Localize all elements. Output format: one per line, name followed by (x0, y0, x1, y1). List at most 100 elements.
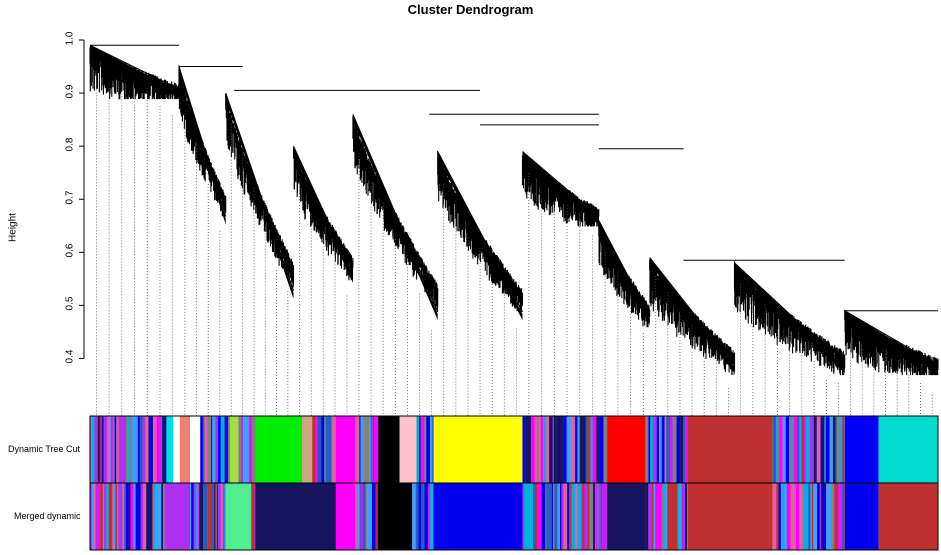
stripe (590, 416, 593, 483)
stripe (653, 483, 656, 550)
stripe (674, 483, 678, 550)
stripe (602, 483, 605, 550)
stripe (94, 416, 99, 483)
stripe (577, 416, 580, 483)
stripe (594, 483, 597, 550)
stripe (822, 483, 827, 550)
segment-0-20 (687, 416, 773, 483)
stripe (811, 483, 814, 550)
stripe (835, 416, 837, 483)
stripe (577, 483, 582, 550)
y-axis (79, 39, 85, 359)
stripe (808, 483, 811, 550)
stripe (198, 483, 200, 550)
branch-5 (437, 150, 524, 416)
stripe (150, 416, 154, 483)
stripe (525, 416, 528, 483)
stripe (329, 416, 332, 483)
stripe (842, 416, 845, 483)
stripe (817, 483, 820, 550)
stripe (802, 483, 805, 550)
stripe (331, 416, 333, 483)
stripe (543, 416, 547, 483)
stripe (535, 483, 538, 550)
stripe (652, 416, 657, 483)
stripe (664, 483, 667, 550)
stripe (117, 483, 119, 550)
segment-0-8 (255, 416, 302, 483)
stripe (582, 483, 585, 550)
stripe (162, 483, 165, 550)
segment-1-1 (164, 483, 191, 550)
stripe (148, 416, 151, 483)
stripe (108, 483, 110, 550)
segment-mixed-0-21 (772, 416, 845, 483)
branch-leaves-2 (225, 92, 295, 291)
branch-band-9 (734, 262, 845, 374)
stripe (122, 483, 125, 550)
stripe (122, 416, 127, 483)
stripe (97, 416, 101, 483)
stripe (106, 416, 110, 483)
stripe (99, 416, 103, 483)
stripe (214, 483, 216, 550)
y-tick-label-2: 0.6 (64, 243, 76, 258)
segment-1-17 (878, 483, 938, 550)
stripe (367, 483, 370, 550)
stripe (199, 483, 204, 550)
stripe (552, 483, 555, 550)
stripe (133, 483, 136, 550)
stripe (666, 416, 671, 483)
segment-0-18 (607, 416, 646, 483)
stripe (782, 483, 785, 550)
branch-leaves-1 (178, 65, 227, 219)
stripe (650, 416, 654, 483)
stripe (670, 483, 675, 550)
stripe (680, 416, 684, 483)
stripe (827, 483, 832, 550)
stripe (844, 416, 845, 483)
stripe (821, 483, 823, 550)
stripe (357, 483, 360, 550)
stripe (789, 416, 793, 483)
segment-mixed-1-15 (772, 483, 845, 550)
stripe (91, 416, 95, 483)
stripe (784, 483, 788, 550)
stripe (537, 483, 542, 550)
chart-title: Cluster Dendrogram (407, 2, 534, 17)
stripe (254, 483, 256, 550)
stripe (819, 483, 822, 550)
stripe (559, 416, 564, 483)
stripe (191, 483, 194, 550)
stripe (365, 483, 368, 550)
stripe (212, 483, 215, 550)
stripe (102, 416, 104, 483)
row-label-dynamic-tree-cut: Dynamic Tree Cut (8, 443, 81, 454)
stripe (251, 483, 255, 550)
stripe (661, 416, 665, 483)
stripe (790, 483, 794, 550)
stripe (670, 416, 672, 483)
stripe (190, 483, 192, 550)
stripe (91, 483, 94, 550)
stripe (227, 416, 231, 483)
stripe (557, 483, 561, 550)
stripe (597, 483, 599, 550)
branch-2 (225, 92, 295, 416)
stripe (128, 483, 131, 550)
stripe (224, 416, 229, 483)
stripe (571, 416, 576, 483)
stripe (681, 483, 686, 550)
stripe (801, 416, 805, 483)
branch-4 (352, 114, 439, 416)
stripe (113, 483, 116, 550)
stripe (363, 416, 368, 483)
stripe (656, 416, 660, 483)
stripe (554, 483, 558, 550)
stripe (527, 483, 531, 550)
stripe (824, 416, 826, 483)
stripe (820, 416, 822, 483)
stripe (677, 483, 680, 550)
stripe (779, 416, 782, 483)
stripe (130, 483, 134, 550)
